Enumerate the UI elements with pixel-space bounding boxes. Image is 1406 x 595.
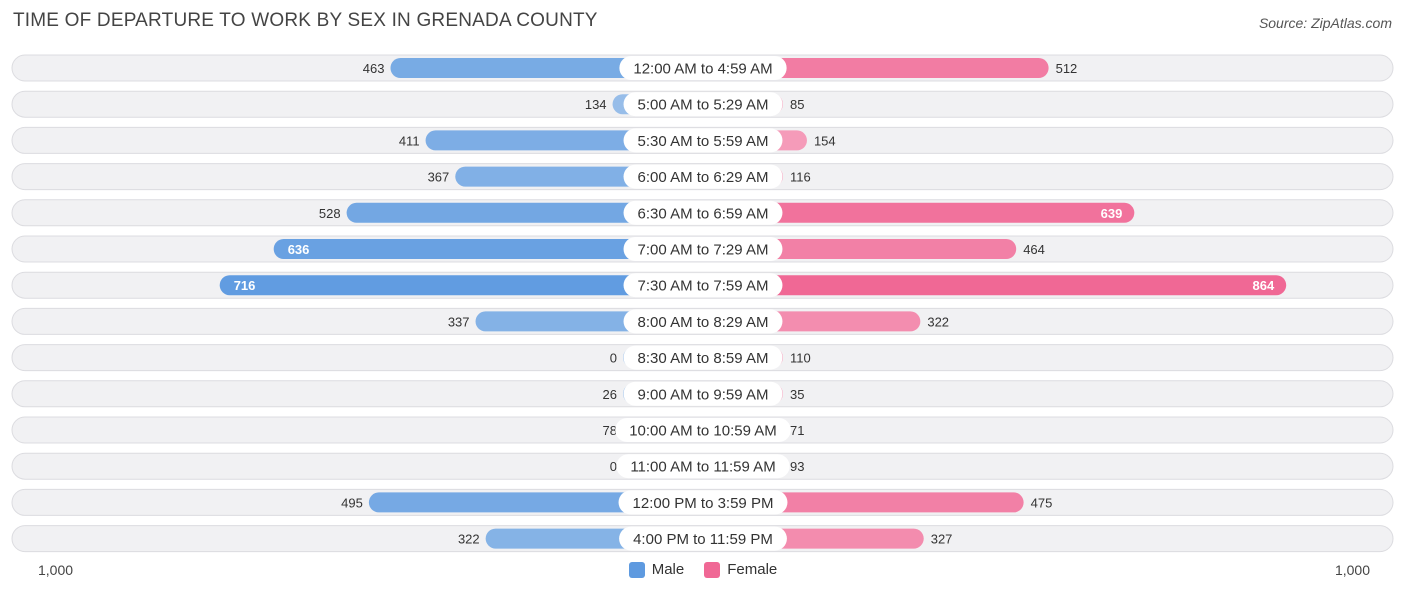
bar-male — [368, 492, 703, 513]
category-label-pill — [623, 345, 783, 370]
value-label-male: 26 — [603, 387, 617, 402]
category-label-pill — [623, 200, 783, 225]
value-label-female: 85 — [790, 97, 804, 112]
value-label-male: 367 — [428, 170, 450, 185]
category-label-pill — [616, 454, 790, 479]
value-label-male: 337 — [448, 314, 470, 329]
source-label: Source: ZipAtlas.com — [1258, 15, 1392, 31]
category-label: 7:00 AM to 7:29 AM — [638, 242, 769, 259]
category-label: 5:00 AM to 5:29 AM — [638, 97, 769, 114]
value-label-male: 78 — [603, 423, 617, 438]
legend-label-female: Female — [727, 561, 778, 578]
category-label-pill — [623, 92, 783, 117]
value-label-female: 110 — [790, 351, 811, 366]
category-label-pill — [618, 490, 788, 515]
category-label-pill — [623, 381, 783, 406]
category-label: 12:00 AM to 4:59 AM — [633, 61, 772, 78]
value-label-male: 411 — [399, 133, 420, 148]
category-label-pill — [623, 309, 783, 334]
legend-item-female[interactable]: Female — [704, 561, 777, 578]
category-label: 11:00 AM to 11:59 AM — [630, 459, 775, 476]
value-label-female: 154 — [814, 133, 836, 148]
value-label-female: 35 — [790, 387, 804, 402]
category-label-pill — [623, 237, 783, 261]
bar-male — [346, 202, 703, 223]
value-label-female: 71 — [790, 423, 804, 438]
category-label-pill — [619, 526, 787, 551]
category-label: 9:00 AM to 9:59 AM — [638, 386, 769, 403]
value-label-male: 0 — [610, 351, 617, 366]
category-label: 10:00 AM to 10:59 AM — [629, 423, 777, 440]
bar-male — [219, 275, 703, 296]
legend-swatch-female — [704, 561, 721, 578]
chart-area: 463 512 12:00 AM to 4:59 AM 134 85 5:00 AM to… — [11, 54, 1394, 553]
bar-male — [273, 239, 703, 259]
value-label-male: 322 — [458, 532, 480, 547]
legend: Male Female — [0, 561, 1406, 578]
category-label: 12:00 PM to 3:59 PM — [633, 495, 774, 512]
legend-label-male: Male — [651, 561, 685, 578]
value-label-female: 639 — [1101, 206, 1123, 221]
category-label: 6:30 AM to 6:59 AM — [638, 205, 769, 222]
value-label-female: 512 — [1056, 61, 1078, 76]
axis-min-label: 1,000 — [38, 562, 74, 578]
category-label: 7:30 AM to 7:59 AM — [638, 278, 769, 295]
bar-female — [703, 275, 1287, 296]
value-label-male: 134 — [585, 97, 607, 112]
category-label: 8:00 AM to 8:29 AM — [638, 314, 769, 331]
chart-title: TIME OF DEPARTURE TO WORK BY SEX IN GREN… — [13, 10, 598, 31]
value-label-male: 495 — [341, 495, 363, 510]
category-label: 8:30 AM to 8:59 AM — [638, 350, 769, 367]
category-label: 5:30 AM to 5:59 AM — [638, 133, 769, 150]
value-label-male: 716 — [234, 278, 256, 293]
value-label-female: 116 — [790, 170, 811, 185]
value-label-male: 528 — [319, 206, 341, 221]
value-label-female: 864 — [1252, 278, 1274, 293]
category-label-pill — [615, 418, 791, 442]
value-label-male: 636 — [288, 242, 310, 257]
category-label-pill — [623, 164, 783, 189]
value-label-female: 464 — [1023, 242, 1045, 257]
category-label-pill — [623, 128, 783, 153]
bar-female — [703, 58, 1049, 78]
category-label: 6:00 AM to 6:29 AM — [638, 169, 769, 186]
value-label-female: 327 — [931, 532, 953, 547]
legend-swatch-male — [628, 561, 645, 578]
category-label-pill — [619, 56, 787, 80]
category-label: 4:00 PM to 11:59 PM — [633, 531, 773, 548]
value-label-female: 93 — [790, 459, 804, 474]
axis-max-label: 1,000 — [1334, 562, 1370, 578]
bar-female — [703, 202, 1135, 223]
value-label-male: 463 — [363, 61, 385, 76]
legend-item-male[interactable]: Male — [628, 561, 685, 578]
category-label-pill — [623, 273, 783, 298]
value-label-female: 322 — [927, 314, 949, 329]
value-label-female: 475 — [1031, 495, 1053, 510]
value-label-male: 0 — [610, 459, 617, 474]
